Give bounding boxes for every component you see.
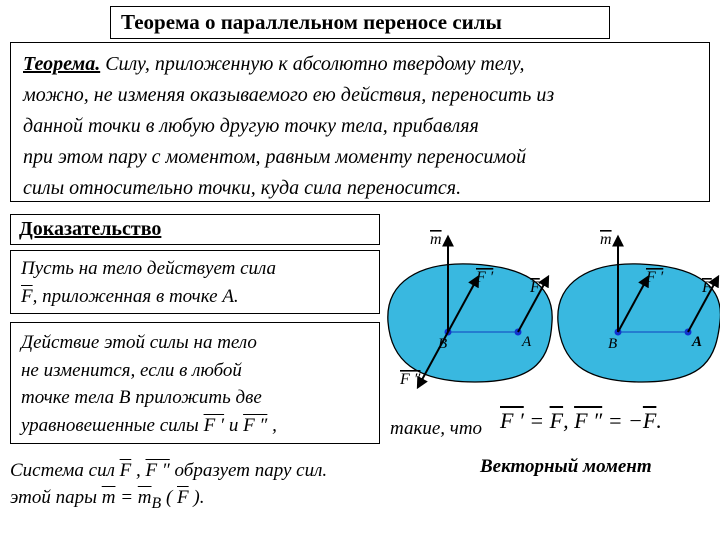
left-lbl-F: F	[529, 279, 540, 296]
eq-F2: F	[643, 410, 656, 432]
vector-moment-label: Векторный момент	[480, 456, 652, 478]
force-diagram: A B F F ′ F ″ m A B F F ′ m	[380, 222, 720, 402]
lemma2-l4a: уравновешенные силы	[21, 415, 204, 436]
page-title: Теорема о параллельном переносе силы	[110, 6, 610, 39]
lemma2-Fpp: F ″	[243, 416, 267, 435]
theorem-lead: Теорема.	[23, 53, 100, 75]
lemma2-l1: Действие этой силы на тело	[21, 332, 257, 353]
proof-label: Доказательство	[10, 214, 380, 245]
theorem-l5: силы относительно точки, куда сила перен…	[23, 177, 461, 199]
lemma1-l1: Пусть на тело действует сила	[21, 258, 276, 279]
bt-l1b: образует пару сил.	[175, 460, 328, 481]
lemma2-Fp: F ′	[204, 416, 225, 435]
bt-l2a: этой пары	[10, 487, 102, 508]
bt-open: (	[166, 487, 172, 508]
lemma1-rest: , приложенная в точке A.	[33, 286, 239, 307]
eq-c1: ,	[563, 408, 574, 433]
right-lbl-m: m	[600, 231, 612, 248]
lemma1-F: F	[21, 287, 33, 306]
eq-Fpp: F ″	[574, 410, 602, 432]
equation-line: F ′ = F, F ″ = −F.	[500, 408, 662, 434]
bt-sub: B	[152, 494, 162, 511]
right-lbl-B: B	[608, 336, 617, 352]
bt-close: ).	[193, 487, 204, 508]
theorem-l1: Силу, приложенную к абсолютно твердому т…	[100, 53, 524, 75]
right-lbl-Fp: F ′	[645, 269, 664, 286]
eq-F1: F	[550, 410, 563, 432]
bt-F: F	[120, 461, 132, 480]
eq-Fp: F ′	[500, 410, 524, 432]
right-lbl-F: F	[701, 279, 712, 296]
lemma2-l2: не изменится, если в любой	[21, 360, 242, 381]
lemma2-box: Действие этой силы на тело не изменится,…	[10, 322, 380, 444]
bt-l1a: Система сил	[10, 460, 120, 481]
lemma2-and: и	[229, 415, 243, 436]
bt-Fpp: F ″	[146, 461, 170, 480]
body-left	[388, 264, 552, 382]
right-lbl-A: A	[691, 334, 702, 350]
theorem-l2: можно, не изменяя оказываемого ею действ…	[23, 84, 554, 106]
left-lbl-Fp: F ′	[475, 269, 494, 286]
theorem-l4: при этом пару с моментом, равным моменту…	[23, 146, 526, 168]
left-lbl-Fpp: F ″	[399, 371, 421, 388]
lemma2-comma: ,	[272, 415, 277, 436]
eq-eq2: = −	[602, 408, 643, 433]
theorem-l3: данной точки в любую другую точку тела, …	[23, 115, 479, 137]
eq-dot: .	[656, 408, 662, 433]
bt-c1: ,	[136, 460, 146, 481]
eq-eq1: =	[524, 408, 550, 433]
lemma1-box: Пусть на тело действует сила F, приложен…	[10, 250, 380, 314]
bt-mB: m	[138, 488, 152, 507]
body-right	[558, 264, 720, 382]
left-lbl-m: m	[430, 231, 442, 248]
bt-eq: =	[120, 487, 138, 508]
lemma2-l3: точке тела B приложить две	[21, 387, 262, 408]
such-that: такие, что	[390, 418, 482, 440]
bt-m: m	[102, 488, 116, 507]
left-lbl-A: A	[521, 334, 532, 350]
theorem-box: Теорема. Силу, приложенную к абсолютно т…	[10, 42, 710, 202]
bt-F2: F	[177, 488, 189, 507]
left-lbl-B: B	[438, 336, 447, 352]
